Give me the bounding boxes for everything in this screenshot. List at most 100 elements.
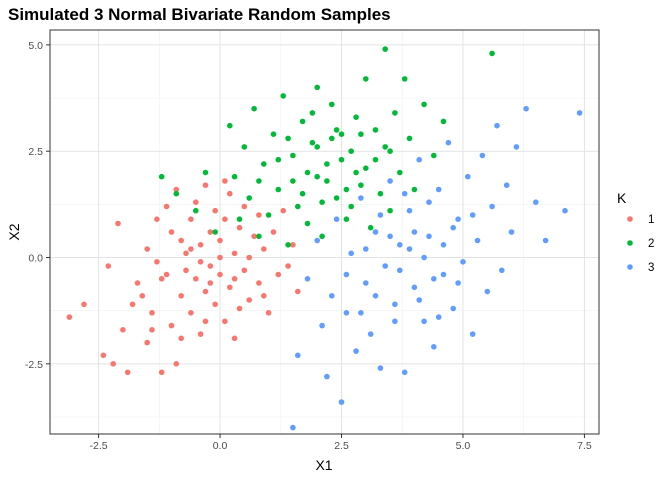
- x-tick-label: 7.5: [577, 440, 592, 452]
- data-point: [494, 122, 500, 129]
- data-point: [236, 305, 243, 312]
- data-point: [193, 207, 199, 214]
- data-point: [256, 212, 262, 218]
- data-point: [479, 152, 486, 159]
- x-tick-label: 2.5: [334, 440, 349, 452]
- data-point: [314, 144, 321, 150]
- data-point: [304, 169, 311, 176]
- data-point: [212, 207, 218, 214]
- data-point: [231, 173, 238, 180]
- legend-label-2: 2: [648, 238, 654, 250]
- data-point: [241, 144, 248, 150]
- legend-label-3: 3: [648, 262, 654, 274]
- data-point: [227, 190, 233, 197]
- data-point: [450, 224, 457, 231]
- data-point: [377, 212, 384, 218]
- data-point: [489, 203, 495, 210]
- data-point: [372, 229, 379, 235]
- data-point: [236, 224, 243, 231]
- data-point: [392, 301, 398, 308]
- data-point: [231, 276, 238, 282]
- data-point: [421, 318, 427, 325]
- data-point: [261, 246, 267, 252]
- data-point: [319, 199, 325, 205]
- data-point: [363, 280, 369, 286]
- data-point: [338, 399, 345, 405]
- y-tick-label: 5.0: [28, 40, 43, 52]
- data-point: [309, 110, 316, 116]
- data-point: [183, 267, 189, 274]
- data-point: [411, 186, 418, 193]
- data-point: [343, 271, 350, 278]
- legend-key-1: [627, 216, 633, 222]
- data-point: [202, 169, 209, 176]
- data-point: [353, 169, 359, 176]
- data-point: [280, 207, 287, 214]
- data-point: [222, 178, 228, 184]
- data-point: [397, 169, 403, 176]
- data-point: [139, 293, 146, 299]
- data-point: [251, 233, 257, 240]
- data-point: [309, 139, 316, 146]
- data-point: [469, 331, 476, 337]
- data-point: [469, 212, 476, 218]
- data-point: [290, 242, 296, 248]
- data-point: [343, 310, 350, 316]
- data-point: [314, 237, 321, 244]
- data-point: [382, 144, 389, 150]
- data-point: [295, 352, 301, 359]
- data-point: [440, 271, 447, 278]
- data-point: [275, 186, 282, 193]
- data-point: [285, 242, 291, 248]
- data-point: [338, 156, 345, 163]
- data-point: [188, 310, 194, 316]
- data-point: [193, 276, 199, 282]
- data-point: [523, 105, 529, 112]
- data-point: [440, 118, 447, 125]
- data-point: [256, 280, 262, 286]
- data-point: [105, 263, 112, 269]
- data-point: [508, 229, 515, 235]
- data-point: [129, 301, 136, 308]
- data-point: [372, 127, 379, 133]
- data-point: [382, 46, 389, 52]
- major-gridlines: [50, 30, 599, 434]
- data-point: [372, 293, 379, 299]
- data-point: [178, 237, 184, 244]
- data-point: [100, 352, 107, 359]
- data-point: [270, 229, 277, 235]
- data-point: [251, 105, 257, 112]
- data-point: [202, 318, 209, 325]
- legend-key-3: [627, 264, 633, 270]
- data-point: [333, 216, 340, 222]
- series-3: [290, 105, 583, 431]
- data-point: [358, 182, 364, 188]
- data-point: [231, 335, 238, 342]
- data-point: [124, 369, 131, 376]
- data-point: [178, 293, 184, 299]
- data-point: [241, 267, 248, 274]
- data-point: [562, 207, 568, 214]
- data-point: [231, 250, 238, 257]
- data-point: [299, 190, 306, 197]
- data-point: [285, 135, 291, 142]
- data-point: [372, 156, 379, 163]
- data-point: [202, 288, 209, 295]
- data-point: [343, 216, 350, 222]
- data-point: [256, 233, 262, 240]
- data-point: [212, 229, 218, 235]
- data-point: [363, 76, 369, 82]
- data-point: [295, 203, 301, 210]
- data-point: [188, 246, 194, 252]
- data-point: [212, 301, 218, 308]
- data-point: [440, 242, 447, 248]
- data-point: [392, 110, 398, 116]
- data-point: [299, 118, 306, 125]
- data-point: [158, 276, 165, 282]
- legend-key-2: [627, 240, 633, 246]
- data-point: [217, 271, 223, 278]
- data-point: [149, 310, 155, 316]
- data-point: [275, 271, 282, 278]
- data-point: [343, 186, 350, 193]
- data-point: [207, 280, 214, 286]
